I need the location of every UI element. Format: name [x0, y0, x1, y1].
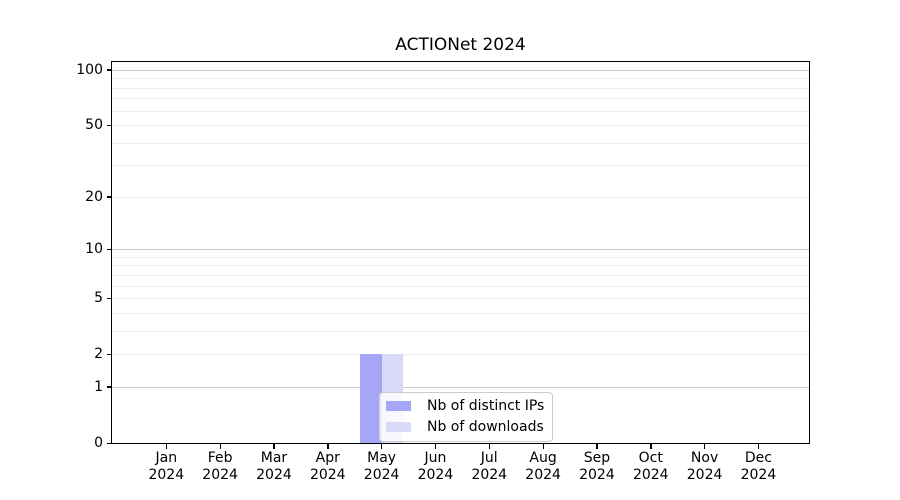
ytick-label-2: 2 — [94, 346, 103, 363]
xtick-mark-jul — [488, 444, 491, 449]
xtick-label-may: May 2024 — [363, 450, 400, 484]
xtick-label-nov: Nov 2024 — [686, 450, 723, 484]
chart-title: ACTIONet 2024 — [395, 35, 526, 55]
xtick-mark-apr — [327, 444, 329, 449]
ytick-label-5: 5 — [94, 290, 103, 307]
ytick-label-10: 10 — [85, 241, 103, 258]
bar-distinct-ips-may — [359, 354, 382, 443]
legend-swatch-distinct-ips-icon — [386, 401, 411, 411]
legend-label-distinct-ips: Nb of distinct IPs — [427, 398, 545, 414]
xtick-label-jul: Jul 2024 — [471, 450, 508, 484]
ytick-label-1: 1 — [94, 378, 103, 395]
gridline-major-1 — [112, 386, 809, 389]
ytick-label-100: 100 — [76, 61, 103, 78]
legend-label-downloads: Nb of downloads — [427, 419, 544, 435]
xtick-label-oct: Oct 2024 — [632, 450, 669, 484]
ytick-label-0: 0 — [94, 435, 103, 451]
gridline-minor-70 — [112, 98, 809, 100]
gridline-minor-9 — [112, 256, 809, 258]
xtick-mark-nov — [704, 444, 706, 449]
xtick-mark-dec — [757, 444, 760, 449]
gridline-minor-8 — [112, 265, 809, 267]
xtick-label-feb: Feb 2024 — [202, 450, 238, 484]
gridline-minor-6 — [112, 285, 809, 287]
legend-item-downloads: Nb of downloads — [386, 419, 544, 435]
legend: Nb of distinct IPs Nb of downloads — [379, 392, 554, 442]
gridline-minor-30 — [112, 165, 809, 167]
xtick-label-jan: Jan 2024 — [148, 450, 185, 484]
ytick-label-50: 50 — [85, 117, 103, 134]
gridline-minor-60 — [112, 110, 809, 112]
xtick-label-jun: Jun 2024 — [417, 450, 454, 484]
xtick-mark-jun — [434, 444, 437, 449]
xtick-label-sep: Sep 2024 — [579, 450, 615, 484]
legend-item-distinct-ips: Nb of distinct IPs — [386, 398, 544, 414]
xtick-label-mar: Mar 2024 — [256, 450, 292, 484]
xtick-mark-jan — [165, 444, 168, 449]
xtick-mark-feb — [219, 444, 221, 449]
xtick-label-apr: Apr 2024 — [309, 450, 346, 484]
xtick-mark-may — [381, 444, 383, 449]
gridline-minor-90 — [112, 78, 809, 80]
gridline-minor-5 — [112, 298, 809, 300]
gridline-minor-50 — [112, 125, 809, 127]
gridline-minor-4 — [112, 312, 809, 314]
gridline-minor-7 — [112, 274, 809, 276]
plot-area: Nb of distinct IPs Nb of downloads — [111, 61, 810, 444]
gridline-minor-80 — [112, 87, 809, 89]
gridline-major-100 — [112, 69, 809, 72]
ytick-label-20: 20 — [85, 188, 103, 205]
xtick-mark-aug — [542, 444, 544, 449]
xtick-mark-sep — [596, 444, 598, 449]
gridline-minor-2 — [112, 354, 809, 356]
gridline-minor-3 — [112, 330, 809, 332]
xtick-label-aug: Aug 2024 — [525, 450, 561, 484]
legend-swatch-downloads-icon — [386, 422, 411, 432]
gridline-major-10 — [112, 249, 809, 251]
xtick-mark-mar — [273, 444, 275, 449]
xtick-label-dec: Dec 2024 — [740, 450, 777, 484]
xtick-mark-oct — [650, 444, 652, 449]
gridline-minor-40 — [112, 142, 809, 144]
gridline-minor-20 — [112, 196, 809, 198]
